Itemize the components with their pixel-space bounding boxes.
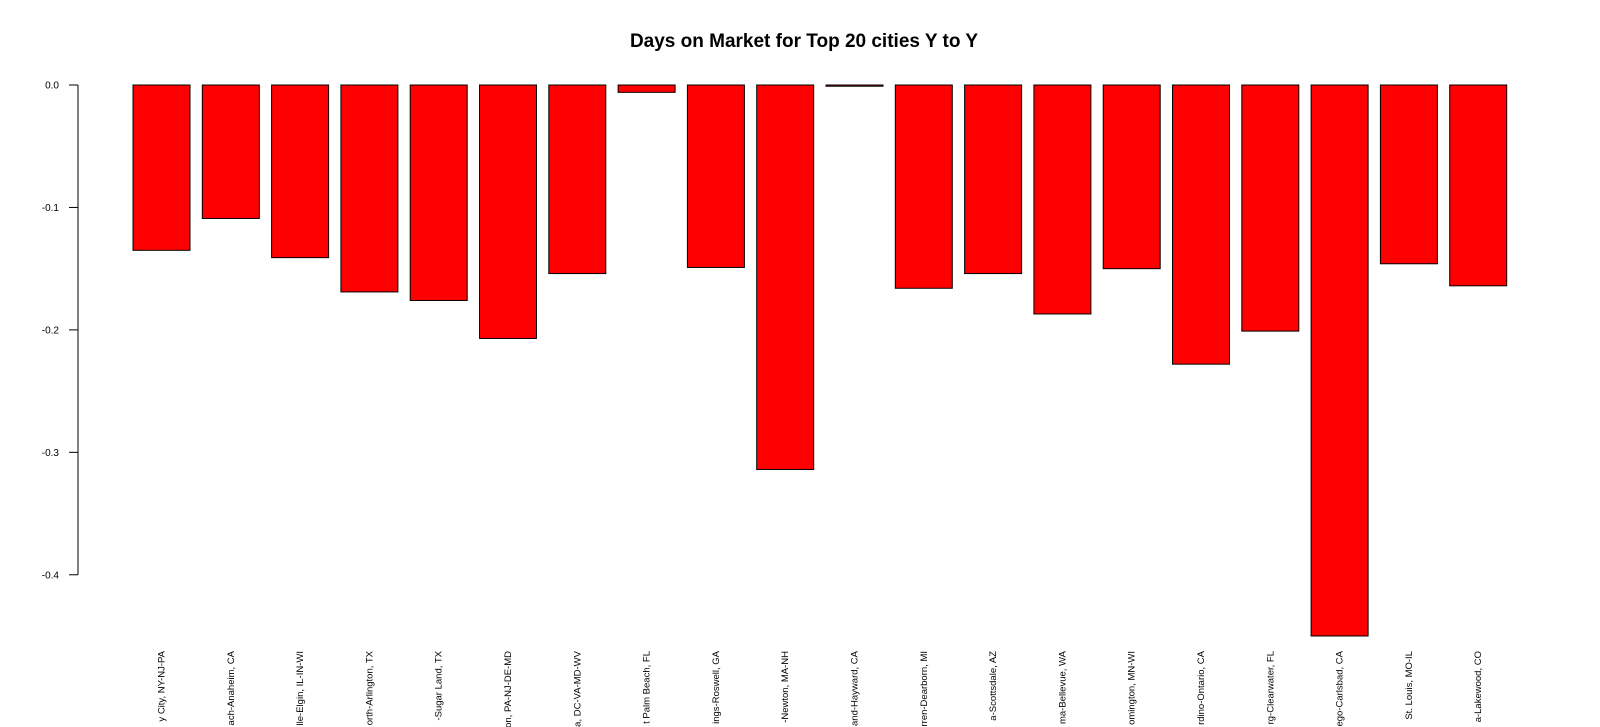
y-tick-label: -0.1 [42, 203, 60, 214]
bar [1310, 84, 1369, 637]
category-label: orth-Arlington, TX [364, 650, 375, 725]
category-label: on, PA-NJ-DE-MD [503, 651, 514, 727]
bar [1241, 84, 1300, 332]
chart-title: Days on Market for Top 20 cities Y to Y [630, 31, 978, 52]
bar [1172, 84, 1230, 365]
bar [1379, 84, 1438, 265]
bar [132, 84, 191, 251]
category-label: a-Scottsdale, AZ [988, 651, 999, 721]
category-label: -Newton, MA-NH [780, 651, 791, 723]
bar [894, 84, 953, 289]
bar [756, 84, 815, 470]
bar [1449, 84, 1508, 287]
category-label: t Palm Beach, FL [642, 651, 653, 724]
category-label: rg-Clearwater, FL [1265, 651, 1276, 724]
bar [340, 84, 399, 293]
y-tick-label: -0.4 [42, 570, 60, 581]
category-label: rren-Dearborn, MI [919, 651, 930, 727]
y-tick-label: 0.0 [45, 81, 59, 92]
category-label: omington, MN-WI [1127, 651, 1138, 725]
category-label: -Sugar Land, TX [434, 650, 445, 720]
bar [201, 84, 260, 219]
bar [686, 84, 745, 268]
category-label: a, DC-VA-MD-WV [572, 650, 583, 726]
category-label: St. Louis, MO-IL [1404, 651, 1415, 720]
bar [409, 84, 468, 302]
category-label: a-Lakewood, CO [1473, 651, 1484, 722]
y-axis: 0.0 -0.1 -0.2 -0.3 -0.4 [42, 81, 79, 581]
y-tick-label: -0.3 [42, 448, 60, 459]
bar [548, 84, 607, 275]
bars-group [132, 84, 1508, 637]
bar [1033, 84, 1092, 315]
bar [271, 84, 330, 259]
category-label: ach-Anaheim, CA [226, 650, 237, 725]
category-labels-group: y City, NY-NJ-PA ach-Anaheim, CA lle-Elgin… [157, 650, 1485, 727]
bar [825, 84, 884, 87]
bar [479, 84, 537, 339]
y-tick-label: -0.2 [42, 325, 60, 336]
bar [964, 84, 1023, 275]
category-label: lle-Elgin, IL-IN-WI [295, 651, 306, 725]
category-label: ings-Roswell, GA [711, 650, 722, 724]
category-label: and-Hayward, CA [850, 650, 861, 726]
category-label: rdino-Ontario, CA [1196, 650, 1207, 725]
category-label: y City, NY-NJ-PA [157, 650, 168, 721]
category-label: ego-Carlsbad, CA [1335, 650, 1346, 726]
bar [1102, 84, 1161, 270]
category-label: ma-Bellevue, WA [1057, 650, 1068, 724]
bar [617, 84, 676, 93]
